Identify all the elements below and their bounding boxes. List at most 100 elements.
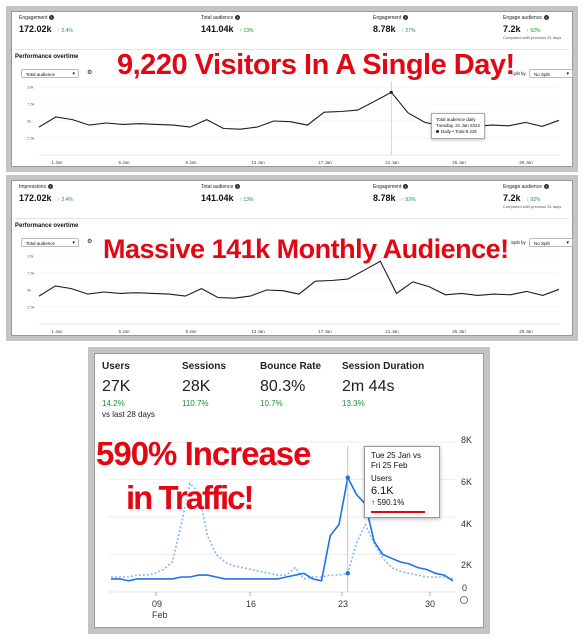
audience-dropdown-value: Total audience (26, 241, 56, 246)
y-tick-label: 5k (27, 288, 31, 293)
split-dropdown[interactable]: No Split ▾ (529, 238, 573, 247)
info-icon[interactable]: i (543, 15, 549, 21)
gear-icon[interactable]: ⚙ (87, 239, 93, 245)
panel-1-frame (11, 11, 573, 167)
series-dot-icon (436, 130, 439, 134)
x-tick-label: 13 Jan (251, 329, 265, 334)
compare-note: Compared with previous 31 days (503, 35, 562, 40)
promo-headline-3b: in Traffic! (126, 479, 255, 516)
metric-label: Engage audience (503, 15, 542, 21)
metric-label: Session Duration (342, 361, 425, 372)
data-point (345, 571, 350, 576)
arrow-up-icon: ↑ (57, 197, 62, 203)
metric-card[interactable]: Engagement i 172.02k ↑ 2.4% (19, 15, 73, 34)
metric-card[interactable]: Total audience i 141.04k ↑ 13% (201, 184, 253, 203)
metric-label: Engagement (373, 15, 402, 21)
x-tick-label: 9 Jan (185, 329, 197, 334)
metric-card[interactable]: Impressions i 172.02k ↑ 2.4% (19, 184, 73, 203)
metric-value: 7.2k (503, 193, 521, 203)
metric-change: 13% (243, 197, 254, 203)
x-tick-label: 29 Jan (519, 160, 533, 165)
tooltip-date: Tuesday, 21 Jan 2022 (436, 123, 481, 128)
metric-card[interactable]: Total audience i 141.04k ↑ 13% (201, 15, 253, 34)
audience-dropdown[interactable]: Total audience ▾ (21, 69, 79, 78)
metric-value: 7.2k (503, 24, 521, 34)
split-by-label: Split by (511, 71, 526, 76)
metric-change: 27% (405, 28, 416, 34)
x-tick-label: 17 Jan (318, 160, 332, 165)
info-icon[interactable]: i (49, 15, 55, 21)
metric-change: 92% (530, 197, 541, 203)
chevron-down-icon: ▾ (566, 71, 569, 77)
x-tick-label: 9 Jan (185, 160, 197, 165)
info-icon[interactable]: i (235, 184, 241, 190)
x-tick-label: 25 Jan (452, 329, 466, 334)
x-tick-label: 21 Jan (385, 329, 399, 334)
metric-change: 13.3% (342, 399, 365, 408)
metric-label: Users (102, 361, 130, 372)
comparison-period: vs last 28 days (102, 410, 155, 419)
metric-card[interactable]: Session Duration 2m 44s 13.3% (342, 361, 424, 408)
y-tick-label: 10k (27, 85, 33, 90)
data-point (389, 90, 393, 94)
info-icon[interactable]: i (403, 184, 409, 190)
metric-change: 14.2% (102, 399, 125, 408)
info-icon[interactable]: i (543, 184, 549, 190)
x-tick-label: 13 Jan (251, 160, 265, 165)
arrow-up-icon: ↑ (371, 498, 378, 507)
info-icon[interactable]: i (235, 15, 241, 21)
x-tick-month: Feb (152, 610, 168, 620)
metric-card[interactable]: Sessions 28K 110.7% (182, 361, 226, 408)
metric-card[interactable]: Engagement i 8.78k ↑ 92% (373, 184, 415, 203)
series-line-previous (111, 481, 454, 580)
metric-change: 2.4% (61, 197, 73, 203)
x-tick-label: 1 Jan (51, 329, 63, 334)
chart-tooltip: Tue 25 Jan vs Fri 25 Feb Users 6.1K ↑ 59… (364, 446, 440, 518)
x-tick-label: 16 (246, 599, 257, 609)
promo-headline-3: 590% Increase (96, 435, 312, 472)
info-icon[interactable]: i (47, 184, 53, 190)
metric-value: 141.04k (201, 193, 234, 203)
metric-card[interactable]: Engage audience i 7.2k ↑ 92% Compared with… (503, 184, 575, 209)
metrics-row-1: Engagement i 172.02k ↑ 2.4% Total audience… (15, 15, 569, 50)
y-tick-label: 2.5k (27, 136, 35, 141)
arrow-up-icon: ↑ (526, 197, 531, 203)
compare-note: Compared with previous 31 days (503, 204, 562, 209)
gear-icon[interactable]: ⚙ (87, 70, 93, 76)
tooltip-change: 590.1% (377, 498, 405, 507)
metrics-row-2: Impressions i 172.02k ↑ 2.4% Total audienc… (15, 184, 569, 219)
y-tick-label: 6K (461, 477, 473, 487)
arrow-up-icon: ↑ (401, 28, 406, 34)
metric-label: Engage audience (503, 184, 542, 190)
chart-tooltip: Total audience daily Tuesday, 21 Jan 202… (431, 113, 486, 139)
metric-value: 2m 44s (342, 378, 395, 395)
compare-icon (460, 596, 468, 604)
metric-card[interactable]: Engage audience i 7.2k ↑ 92% Compared with… (503, 15, 575, 40)
tooltip-value: Daily • Total 9.22k (441, 129, 477, 134)
info-icon[interactable]: i (403, 15, 409, 21)
metric-label: Sessions (182, 361, 226, 372)
metric-value: 27K (102, 378, 131, 395)
tooltip-metric: Users (371, 474, 392, 483)
metric-card[interactable]: Users 27K 14.2% (102, 361, 130, 408)
metric-card[interactable]: Engagement i 8.78k ↑ 27% (373, 15, 415, 34)
audience-dropdown-value: Total audience (26, 72, 56, 77)
data-point (345, 475, 350, 480)
y-tick-label: 7.5k (27, 102, 35, 107)
analytics-panel-2: Impressions i 172.02k ↑ 2.4% Total audienc… (6, 175, 578, 341)
metric-card[interactable]: Bounce Rate 80.3% 10.7% (260, 361, 321, 408)
metric-change: 110.7% (182, 399, 209, 408)
chevron-down-icon: ▾ (72, 71, 75, 77)
split-dropdown[interactable]: No Split ▾ (529, 69, 573, 78)
x-tick-label: 21 Jan (385, 160, 399, 165)
metric-label: Total audience (201, 184, 234, 190)
panel-2-frame (11, 180, 573, 336)
audience-dropdown[interactable]: Total audience ▾ (21, 238, 79, 247)
arrow-up-icon: ↑ (239, 197, 244, 203)
x-tick-label: 5 Jan (118, 329, 130, 334)
metric-value: 141.04k (201, 24, 234, 34)
arrow-up-icon: ↑ (401, 197, 406, 203)
tooltip-value: 6.1K (371, 485, 394, 497)
metric-value: 172.02k (19, 193, 52, 203)
metric-label: Bounce Rate (260, 361, 322, 372)
